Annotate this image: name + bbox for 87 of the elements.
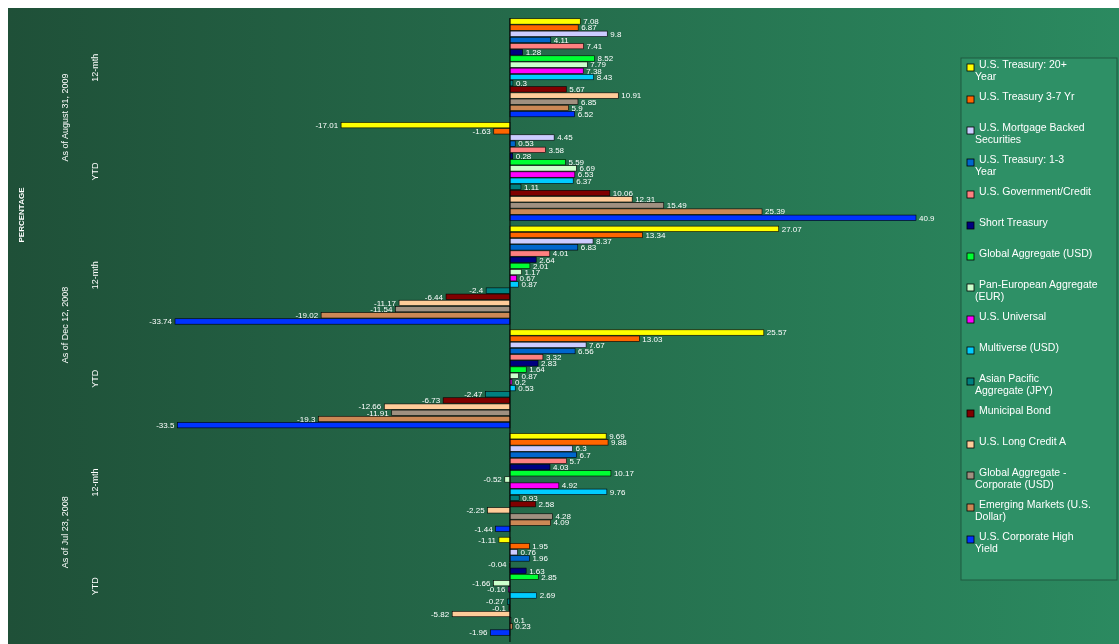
data-label: 0.93 <box>522 493 539 503</box>
data-label: 0.87 <box>521 280 538 290</box>
data-label: 5.59 <box>568 158 585 167</box>
data-label: 12.31 <box>635 195 656 205</box>
legend-label: Global Aggregate - Corporate (USD) <box>975 466 1068 490</box>
data-label: 0.28 <box>515 151 532 161</box>
data-label: 10.06 <box>612 188 634 198</box>
data-label: 6.87 <box>581 23 598 33</box>
legend-label: Asian Pacific Aggregate (JPY) <box>975 372 1053 396</box>
data-label: 1.11 <box>523 182 540 192</box>
data-label: -6.44 <box>424 292 444 302</box>
legend-label: Multiverse (USD) <box>979 341 1059 353</box>
data-label: -0.16 <box>487 585 506 595</box>
data-label: 1.95 <box>532 541 549 551</box>
data-label: 5.67 <box>569 85 586 95</box>
data-label: 4.45 <box>557 133 574 143</box>
data-label: 13.03 <box>642 334 663 344</box>
legend-label: U.S. Government/Credit <box>979 185 1092 197</box>
data-label: -2.25 <box>466 506 486 516</box>
legend-label: U.S. Corporate High Yield <box>975 530 1074 554</box>
data-label: 9.88 <box>611 438 628 448</box>
data-label: -2.4 <box>469 286 484 296</box>
y-tick-label: 12-mth <box>90 53 100 82</box>
y-tick-label: YTD <box>90 576 100 596</box>
data-label: 4.92 <box>561 481 578 491</box>
data-label: 0.23 <box>515 622 532 632</box>
text: PERCENTAGE <box>17 186 26 243</box>
legend-label: Pan-European Aggregate (EUR) <box>975 278 1098 302</box>
data-label: -1.66 <box>472 578 492 588</box>
legend-label: U.S. Universal <box>979 310 1047 322</box>
data-label: -6.73 <box>421 396 441 406</box>
legend-label: U.S. Mortgage Backed Securities <box>975 121 1085 145</box>
data-label: 1.96 <box>532 554 549 564</box>
legend-label: U.S. Treasury 3-7 Yr <box>979 90 1076 102</box>
legend-label: U.S. Treasury: 1-3 Year <box>975 153 1065 177</box>
data-label: -19.02 <box>295 311 319 321</box>
data-label: 15.49 <box>666 201 688 211</box>
data-label: -1.63 <box>472 127 492 137</box>
data-label: 0.53 <box>518 139 535 149</box>
legend-label: U.S. Long Credit A <box>979 435 1066 447</box>
data-label: 2.69 <box>539 591 556 601</box>
y-tick-label: YTD <box>90 369 100 388</box>
legend-label: Short Treasury <box>979 216 1049 228</box>
data-label: 27.07 <box>781 224 803 234</box>
text: As of Dec 12, 2008 <box>60 286 70 364</box>
data-label: 1.63 <box>529 566 546 576</box>
data-label: -1.96 <box>469 628 489 638</box>
data-label: -5.82 <box>430 609 450 619</box>
legend-label: U.S. Treasury: 20+ Year <box>975 58 1067 82</box>
data-label: -0.04 <box>488 560 508 570</box>
data-label: 0.3 <box>515 79 528 89</box>
data-label: 9.8 <box>610 29 622 39</box>
data-label: 4.11 <box>553 35 570 45</box>
data-label: 4.09 <box>553 518 570 528</box>
legend-label: Global Aggregate (USD) <box>979 247 1093 259</box>
text: As of Jul 23, 2008 <box>60 496 70 569</box>
data-label: 6.83 <box>580 243 597 253</box>
data-label: 7.67 <box>589 340 606 350</box>
data-label: 8.37 <box>596 236 613 246</box>
data-label: 4.03 <box>552 462 570 472</box>
data-label: -33.5 <box>156 420 175 430</box>
data-label: -1.44 <box>474 524 494 534</box>
data-label: 7.41 <box>586 41 603 51</box>
data-label: 9.76 <box>609 487 626 497</box>
data-label: -0.52 <box>483 475 503 485</box>
data-label: 10.17 <box>613 469 635 479</box>
data-label: 13.34 <box>645 230 666 240</box>
data-label: 10.91 <box>621 91 642 101</box>
data-label: 2.58 <box>538 499 555 509</box>
legend-label: Municipal Bond <box>979 404 1051 416</box>
data-label: 25.39 <box>765 207 786 217</box>
data-label: 25.57 <box>766 328 788 338</box>
y-tick-label: 12-mth <box>90 261 100 290</box>
text: As of August 31, 2009 <box>60 73 70 162</box>
data-label: -19.3 <box>297 414 316 424</box>
data-label: 0.1 <box>513 615 526 625</box>
data-label: 3.58 <box>548 145 565 155</box>
y-tick-label: YTD <box>90 161 100 181</box>
data-label: -2.47 <box>464 390 483 400</box>
legend-label: Emerging Markets (U.S. Dollar) <box>975 498 1092 522</box>
data-label: 6.85 <box>580 97 598 107</box>
data-label: 40.9 <box>919 213 936 223</box>
y-tick-label: 12-mth <box>90 468 100 497</box>
data-label: -33.74 <box>149 317 173 327</box>
data-label: -17.01 <box>315 120 339 130</box>
data-label: -1.11 <box>478 535 497 545</box>
data-label: 1.28 <box>525 48 542 58</box>
